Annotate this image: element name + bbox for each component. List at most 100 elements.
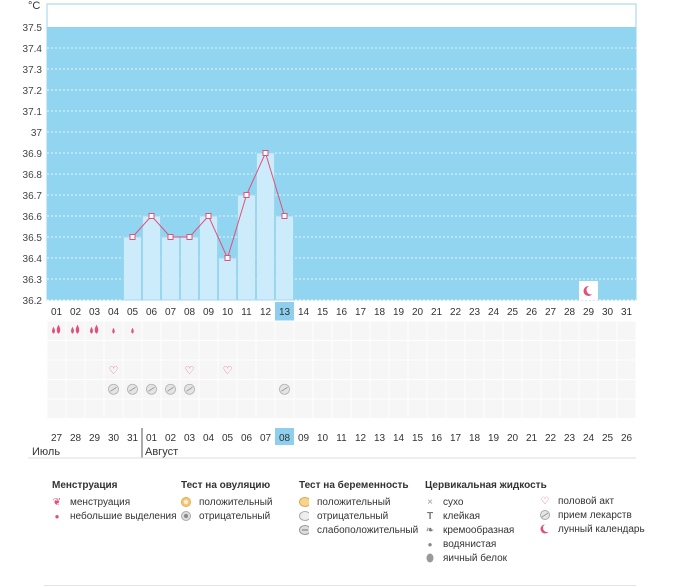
calendar-date-label: 15 — [412, 433, 424, 444]
temperature-chart: 37.5 37.4 37.3 37.2 37.1 37 36.9 36.8 36.7 36.6 36… — [23, 3, 637, 459]
cycle-day-label: 02 — [70, 307, 82, 318]
cycle-day-label: 13 — [279, 307, 291, 318]
menstruation-drop-icon — [52, 326, 55, 334]
y-axis-unit: °C — [28, 0, 41, 12]
calendar-date-label: 25 — [602, 433, 614, 444]
legend-item-ovulation-positive: положительный — [181, 495, 272, 509]
temperature-point — [281, 213, 288, 219]
y-tick-label: 36.7 — [23, 191, 43, 202]
cycle-day-label: 14 — [298, 307, 310, 318]
y-tick-label: 36.2 — [23, 296, 43, 307]
calendar-date-label: 21 — [526, 433, 538, 444]
light-drop-icon — [131, 327, 134, 334]
temperature-bar — [123, 236, 142, 301]
y-tick-label: 37.1 — [23, 107, 43, 118]
calendar-date-label: 26 — [621, 433, 633, 444]
menstruation-drop-icon — [71, 326, 74, 334]
dry-icon: × — [427, 496, 433, 508]
light-drop-icon — [112, 327, 115, 334]
pregnancy-positive-icon — [299, 497, 309, 507]
legend-item-creamy: ❧ кремообразная — [425, 524, 515, 536]
y-tick-label: 37.4 — [23, 44, 43, 55]
calendar-date-label: 16 — [431, 433, 443, 444]
pill-icon — [540, 510, 550, 520]
calendar-date-label: 09 — [298, 433, 310, 444]
calendar-date-label: 19 — [488, 433, 500, 444]
legend-ovulation-title: Тест на овуляцию — [181, 480, 271, 491]
cycle-day-label: 11 — [241, 307, 252, 318]
calendar-date-label: 22 — [545, 433, 557, 444]
calendar-date-label: 08 — [279, 433, 291, 444]
y-tick-label: 37.5 — [23, 23, 43, 34]
symptom-grid — [47, 321, 636, 419]
y-tick-label: 36.5 — [23, 233, 43, 244]
y-tick-label: 37.3 — [23, 65, 43, 76]
cycle-day-label: 26 — [526, 307, 538, 318]
y-tick-label: 36.6 — [23, 212, 43, 223]
calendar-date-label: 02 — [165, 433, 177, 444]
cycle-day-label: 05 — [127, 307, 139, 318]
pill-icon-line — [110, 386, 117, 392]
calendar-date-label: 27 — [51, 433, 63, 444]
menstruation-drop-icon — [75, 324, 80, 334]
temperature-point — [129, 234, 136, 240]
legend-menstruation: Менструация ❦ менструация ● небольшие вы… — [52, 480, 177, 523]
legend-item-watery: ● водянистая — [425, 537, 547, 551]
sticky-icon: T — [426, 510, 434, 522]
cycle-day-label: 09 — [203, 307, 215, 318]
moon-icon — [540, 524, 550, 534]
cycle-day-label: 30 — [602, 307, 614, 318]
legend-item-moon: лунный календарь — [540, 522, 645, 536]
pregnancy-weak-icon — [299, 525, 309, 535]
legend-item-menstruation: ❦ менструация — [52, 496, 131, 508]
legend-menstruation-title: Менструация — [52, 480, 118, 491]
temperature-point — [243, 192, 250, 198]
heart-icon: ♡ — [109, 364, 119, 377]
cycle-day-label: 31 — [621, 307, 633, 318]
cycle-day-label: 21 — [431, 307, 443, 318]
moon-icon-cut — [586, 285, 596, 295]
temperature-point — [224, 255, 231, 261]
calendar-date-label: 10 — [317, 433, 329, 444]
legend-item-ovulation-negative: отрицательный — [181, 509, 272, 523]
pill-icon-line — [186, 386, 193, 392]
legend-other: ♡ половой акт прием лекарств лунный кале… — [540, 494, 645, 536]
cycle-day-label: 07 — [165, 307, 177, 318]
calendar-date-label: 24 — [583, 433, 595, 444]
drop-light-icon: ● — [54, 511, 60, 521]
y-tick-label: 36.4 — [23, 254, 43, 265]
legend-item-medication: прием лекарств — [540, 508, 645, 522]
legend-item-pregnancy-negative: отрицательный — [299, 509, 418, 523]
egg-white-icon — [425, 553, 435, 563]
temperature-bar — [275, 215, 294, 301]
creamy-icon: ❧ — [425, 524, 435, 536]
cycle-day-label: 22 — [450, 307, 462, 318]
calendar-date-label: 28 — [70, 433, 82, 444]
heart-icon: ♡ — [185, 364, 195, 377]
calendar-date-label: 12 — [355, 433, 367, 444]
calendar-date-label: 07 — [260, 433, 272, 444]
pill-icon-line — [129, 386, 136, 392]
bottom-divider — [44, 585, 636, 586]
watery-icon: ● — [427, 539, 433, 549]
cycle-day-label: 01 — [51, 307, 63, 318]
legend-ovulation: Тест на овуляцию положительный отрицател… — [181, 480, 272, 523]
cycle-day-label: 20 — [412, 307, 424, 318]
calendar-date-label: 31 — [127, 433, 139, 444]
pill-icon-line — [148, 386, 155, 392]
temperature-bar — [142, 215, 161, 301]
cycle-day-label: 25 — [507, 307, 519, 318]
today-date-highlight — [275, 428, 294, 445]
cycle-day-label: 06 — [146, 307, 158, 318]
calendar-date-label: 03 — [184, 433, 196, 444]
cycle-day-label: 08 — [184, 307, 196, 318]
month-label-august: Август — [145, 446, 179, 458]
cycle-day-label: 27 — [545, 307, 557, 318]
pill-icon-line — [281, 386, 288, 392]
drop-heavy-icon: ❦ — [52, 496, 62, 508]
calendar-date-label: 13 — [374, 433, 386, 444]
menstruation-drop-icon — [56, 324, 61, 334]
cycle-day-label: 16 — [336, 307, 348, 318]
calendar-date-label: 23 — [564, 433, 576, 444]
calendar-date-label: 20 — [507, 433, 519, 444]
